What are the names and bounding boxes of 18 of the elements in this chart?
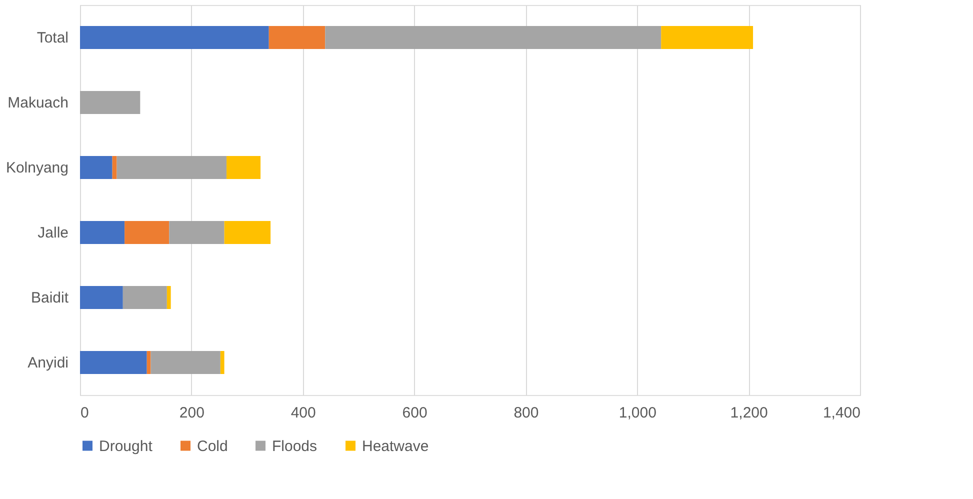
x-tick-label: 1,000 xyxy=(618,404,656,422)
y-tick-label: Kolnyang xyxy=(6,160,68,176)
legend-label: Floods xyxy=(272,438,318,455)
y-tick-label: Total xyxy=(36,30,68,46)
y-tick-label: Jalle xyxy=(38,224,68,242)
y-tick-label: Anyidi xyxy=(28,354,68,372)
legend-label: Heatwave xyxy=(362,438,429,455)
x-tick-label: 0 xyxy=(80,404,89,422)
legend-label: Drought xyxy=(99,438,154,455)
x-tick-label: 800 xyxy=(514,404,539,422)
y-tick-label: Makuach xyxy=(8,94,68,112)
x-tick-label: 1,200 xyxy=(730,404,768,422)
legend-label: Cold xyxy=(197,438,228,455)
x-tick-label: 200 xyxy=(179,404,204,422)
x-tick-label: 600 xyxy=(402,404,428,422)
x-tick-label: 400 xyxy=(290,404,316,422)
x-tick-label: 1,400 xyxy=(822,404,860,422)
y-tick-label: Baidit xyxy=(30,290,70,306)
